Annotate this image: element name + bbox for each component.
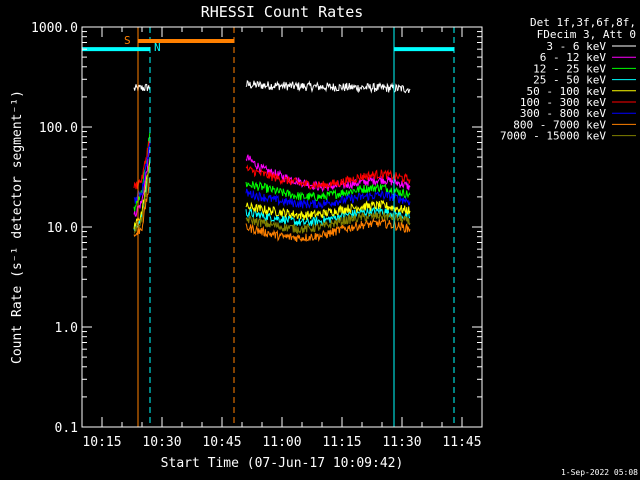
series-6-12-kev [133, 148, 411, 217]
flag-label: S [124, 34, 131, 47]
legend: Det 1f,3f,6f,8f,FDecim 3, Att 03 - 6 keV… [500, 16, 636, 143]
x-tick-label: 10:30 [142, 435, 181, 450]
x-tick-label: 11:45 [442, 435, 481, 450]
series-group [133, 80, 411, 242]
series-line [133, 136, 151, 190]
y-tick-label: 0.1 [55, 421, 78, 436]
legend-entry-label: 3 - 6 keV [546, 40, 606, 53]
legend-entry-label: 300 - 800 keV [520, 107, 606, 120]
series-800-7000-kev [133, 177, 411, 242]
y-tick-label: 10.0 [47, 221, 78, 236]
footer-date: 1-Sep-2022 05:08 [561, 468, 638, 477]
series-line [133, 157, 151, 229]
flag-label: N [154, 41, 161, 54]
x-axis-ticks: 10:15 10:30 10:45 11:00 11:15 11:30 11:45 [81, 27, 483, 450]
series-50-100-kev [133, 157, 411, 229]
series-3-6-kev [133, 80, 411, 94]
series-100-300-kev [133, 136, 411, 190]
series-line [245, 80, 411, 94]
x-tick-label: 10:15 [82, 435, 121, 450]
series-line [133, 177, 151, 238]
flag-group: SN [124, 34, 234, 54]
series-300-800-kev [133, 142, 411, 209]
legend-entry-label: 7000 - 15000 keV [500, 130, 606, 143]
legend-entry-label: 50 - 100 keV [527, 85, 607, 98]
y-axis-label: Count Rate (s⁻¹ detector segment⁻¹) [10, 90, 25, 364]
x-tick-label: 10:45 [202, 435, 241, 450]
x-tick-label: 11:30 [382, 435, 421, 450]
series-line [245, 199, 411, 220]
legend-entry-label: 800 - 7000 keV [513, 118, 606, 131]
y-tick-label: 1000.0 [31, 21, 78, 36]
x-tick-label: 11:00 [262, 435, 301, 450]
series-line [133, 142, 151, 204]
series-7000-15000-kev [133, 166, 411, 235]
legend-entry-label: 100 - 300 keV [520, 96, 606, 109]
legend-header: FDecim 3, Att 0 [537, 28, 636, 41]
y-tick-label: 1.0 [55, 321, 78, 336]
x-axis-label: Start Time (07-Jun-17 10:09:42) [161, 456, 404, 471]
y-axis-ticks: 0.1 1.0 10.0 100.0 1000.0 [31, 21, 482, 436]
series-line [245, 217, 411, 242]
legend-entry-label: 12 - 25 keV [533, 62, 606, 75]
series-line [245, 181, 411, 202]
series-line [245, 188, 411, 209]
series-line [133, 83, 151, 92]
x-tick-label: 11:15 [322, 435, 361, 450]
series-line [133, 148, 151, 217]
chart-title: RHESSI Count Rates [201, 3, 364, 21]
legend-entry-label: 25 - 50 keV [533, 74, 606, 87]
series-line [245, 164, 411, 190]
series-line [245, 154, 411, 193]
y-tick-label: 100.0 [39, 121, 78, 136]
series-line [245, 211, 411, 235]
legend-entry-label: 6 - 12 keV [540, 51, 607, 64]
legend-header: Det 1f,3f,6f,8f, [530, 16, 636, 29]
series-line [133, 166, 151, 234]
series-line [245, 206, 411, 227]
